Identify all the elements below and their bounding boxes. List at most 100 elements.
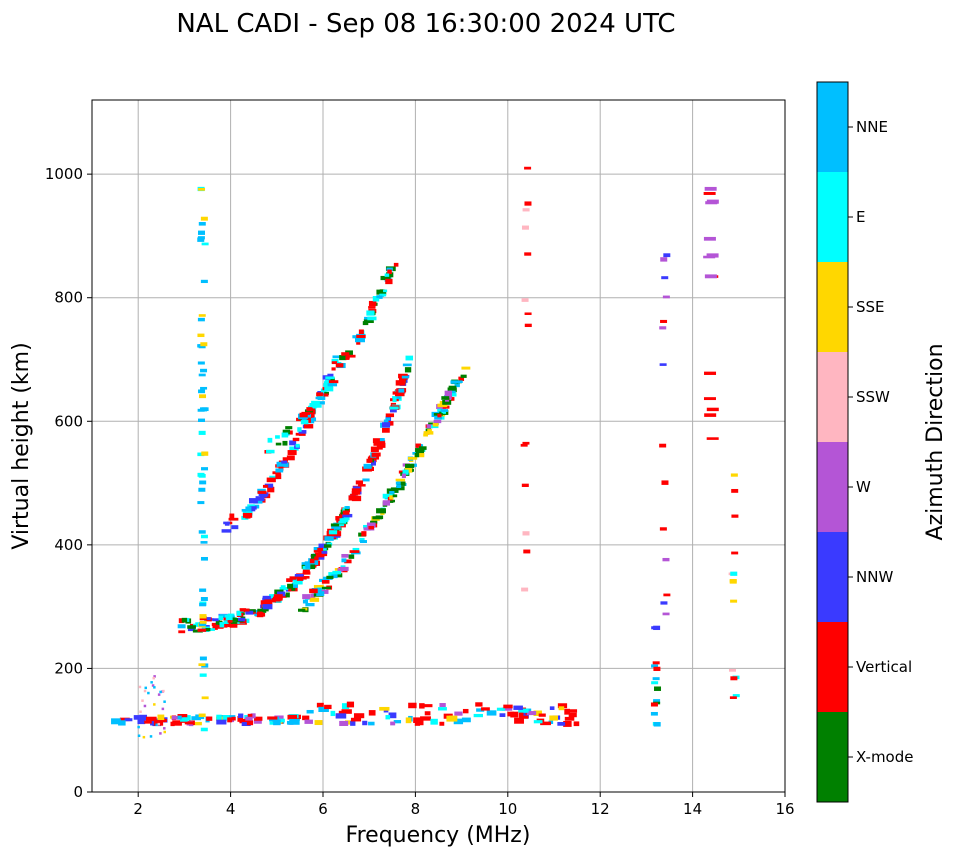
echo-point [350, 717, 362, 722]
echo-point [342, 510, 350, 515]
echo-point [287, 583, 294, 589]
echo-point [318, 552, 328, 557]
echo-point [392, 397, 397, 403]
echo-point [731, 514, 739, 518]
echo-point [159, 732, 162, 735]
echo-point [331, 367, 336, 371]
echo-point [198, 713, 206, 718]
colorbar-swatch [817, 712, 848, 802]
echo-point [275, 473, 282, 480]
echo-point [239, 718, 249, 724]
echo-point [731, 551, 739, 555]
echo-point [242, 512, 253, 518]
echo-point [157, 693, 161, 696]
echo-point [199, 394, 207, 399]
echo-point [228, 517, 239, 521]
echo-point [385, 715, 391, 720]
echo-point [396, 481, 406, 486]
echo-point [326, 542, 333, 546]
echo-point [383, 289, 388, 293]
plot-frame [91, 99, 786, 793]
echo-point [568, 709, 578, 713]
echo-point [538, 713, 546, 717]
echo-point [323, 393, 329, 397]
echo-point [354, 338, 365, 343]
echo-point [238, 713, 244, 718]
echo-point [198, 487, 206, 492]
echo-point [376, 442, 386, 448]
echo-point [486, 710, 497, 716]
y-tick-label: 600 [54, 412, 83, 430]
echo-point [153, 720, 164, 726]
echo-point [351, 488, 361, 493]
echo-point [272, 471, 281, 475]
echo-point [524, 252, 532, 256]
echo-point [706, 437, 719, 440]
echo-point [343, 516, 350, 521]
echo-point [289, 446, 299, 451]
echo-point [331, 574, 338, 579]
echo-point [557, 703, 568, 709]
colorbar-swatch [817, 172, 848, 262]
echo-point [191, 721, 202, 726]
echo-point [302, 715, 310, 721]
echo-point [315, 556, 325, 560]
echo-point [549, 706, 555, 710]
echo-point [341, 352, 350, 356]
echo-point [660, 601, 668, 605]
echo-point [522, 208, 530, 212]
echo-point [324, 380, 333, 385]
echo-point [306, 407, 313, 412]
echo-point [654, 686, 662, 691]
echo-point [444, 390, 452, 397]
echo-point [390, 721, 396, 726]
echo-point [253, 720, 262, 724]
colorbar-swatch [817, 82, 848, 172]
echo-point [442, 400, 451, 405]
echo-point [402, 469, 409, 475]
echo-point [361, 531, 367, 537]
echo-point [163, 730, 166, 734]
echo-point [385, 417, 391, 421]
echo-point [449, 390, 456, 395]
echo-point [386, 267, 393, 272]
echo-point [197, 628, 207, 632]
echo-point [248, 498, 258, 504]
echo-point [199, 614, 207, 619]
echo-point [304, 561, 312, 566]
echo-point [305, 564, 313, 569]
echo-point [729, 696, 737, 699]
echo-point [227, 620, 233, 623]
echo-point [460, 374, 467, 378]
echo-point [197, 230, 205, 235]
echo-point [229, 513, 235, 519]
echo-point [200, 597, 208, 601]
colorbar-category-label: NNE [856, 118, 888, 136]
echo-point [662, 612, 670, 616]
y-axis-ticks: 0 200 400 600 800 1000 [45, 165, 92, 801]
echo-point [382, 427, 390, 433]
echo-point [496, 707, 506, 711]
echo-point [385, 278, 393, 285]
echo-point [447, 387, 457, 393]
echo-point [264, 599, 273, 605]
echo-point [370, 520, 378, 524]
echo-point [246, 720, 253, 726]
echo-point [338, 521, 347, 524]
echo-point [437, 403, 448, 408]
echo-point [201, 467, 209, 471]
echo-point [330, 523, 340, 527]
echo-point [266, 477, 276, 483]
echo-point [201, 407, 209, 412]
echo-point [440, 409, 449, 412]
echo-point [227, 717, 233, 723]
echo-point [383, 419, 389, 425]
echo-point [184, 617, 190, 622]
echo-point [703, 236, 716, 241]
echo-point [199, 620, 207, 624]
echo-point [244, 618, 250, 623]
echo-point [340, 566, 349, 571]
echo-point [325, 376, 335, 380]
echo-point [144, 686, 148, 690]
echo-point [200, 342, 208, 347]
